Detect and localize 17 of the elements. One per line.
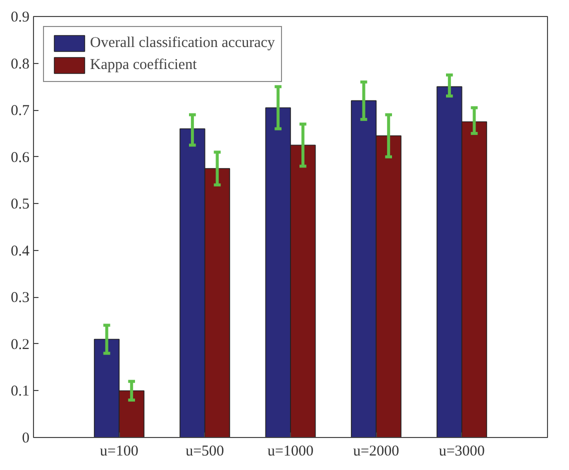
- y-tick-label: 0.9: [10, 10, 30, 26]
- y-tick-label: 0: [22, 430, 30, 446]
- x-tick-label: u=1000: [268, 444, 314, 460]
- x-tick-label: u=100: [100, 444, 138, 460]
- y-tick-label: 0.5: [10, 196, 30, 213]
- y-tick-label: 0.2: [10, 336, 30, 353]
- y-tick-label: 0.6: [10, 150, 30, 166]
- x-tick-label: u=2000: [353, 444, 400, 460]
- x-tick-label: u=500: [186, 444, 224, 460]
- y-tick-label: 0.4: [10, 243, 30, 260]
- y-tick-label: 0.8: [10, 56, 30, 72]
- y-tick-label: 0.1: [10, 384, 30, 400]
- x-tick-label: u=3000: [438, 444, 485, 460]
- y-tick-label: 0.7: [10, 103, 30, 120]
- y-tick-label: 0.3: [10, 290, 30, 306]
- legend-label: Kappa coefficient: [90, 56, 197, 74]
- legend-label: Overall classification accuracy: [90, 34, 275, 52]
